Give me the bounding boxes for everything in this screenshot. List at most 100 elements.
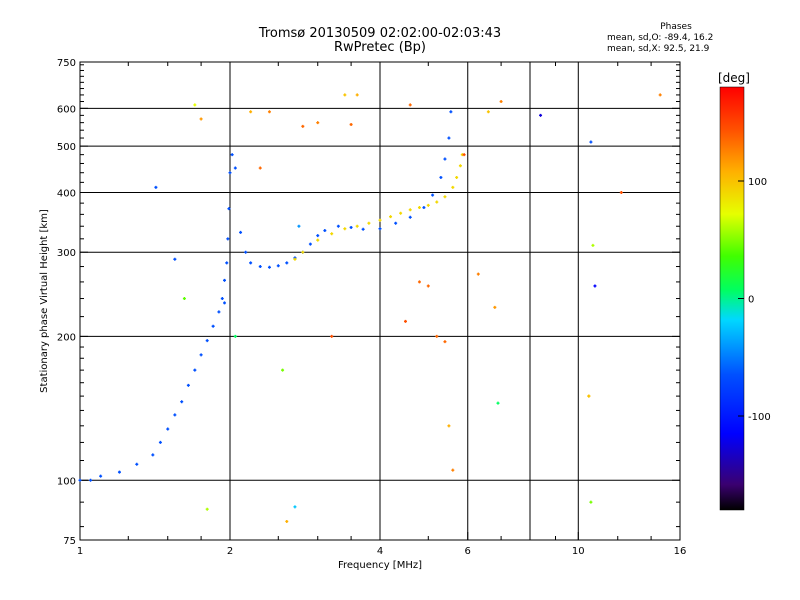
data-point bbox=[316, 121, 320, 125]
data-point bbox=[426, 203, 430, 207]
data-point bbox=[355, 93, 359, 97]
data-point bbox=[99, 474, 103, 478]
data-point bbox=[186, 383, 190, 387]
data-point bbox=[258, 265, 262, 269]
data-point bbox=[447, 424, 451, 428]
data-point bbox=[408, 208, 412, 212]
y-tick-label: 750 bbox=[57, 58, 76, 69]
data-point bbox=[297, 224, 301, 228]
data-point bbox=[417, 280, 421, 284]
data-point bbox=[228, 171, 232, 175]
data-point bbox=[154, 185, 158, 189]
phases-o-mode-stats: mean, sd,O: -89.4, 16.2 bbox=[607, 33, 714, 43]
data-point bbox=[158, 440, 162, 444]
phases-x-mode-stats: mean, sd,X: 92.5, 21.9 bbox=[607, 44, 710, 54]
data-point bbox=[230, 153, 234, 157]
data-point bbox=[223, 278, 227, 282]
data-point bbox=[244, 250, 248, 254]
x-tick-label: 16 bbox=[674, 546, 687, 557]
data-point bbox=[135, 462, 139, 466]
data-point bbox=[435, 200, 439, 204]
data-point bbox=[336, 224, 340, 228]
data-point bbox=[285, 519, 289, 523]
x-tick-label: 2 bbox=[227, 546, 233, 557]
y-tick-label: 500 bbox=[57, 142, 76, 153]
data-point bbox=[591, 243, 595, 247]
y-tick-label: 400 bbox=[57, 188, 76, 199]
data-point bbox=[499, 100, 503, 104]
y-tick-label: 100 bbox=[57, 476, 76, 487]
data-point bbox=[658, 93, 662, 97]
data-point bbox=[182, 297, 186, 301]
data-point bbox=[417, 206, 421, 210]
data-point bbox=[378, 227, 382, 231]
data-point bbox=[220, 297, 224, 301]
data-point bbox=[225, 261, 229, 265]
data-point bbox=[193, 103, 197, 107]
data-point bbox=[422, 206, 426, 210]
data-point bbox=[211, 324, 215, 328]
data-point bbox=[431, 193, 435, 197]
data-point bbox=[276, 264, 280, 268]
data-point bbox=[226, 237, 230, 241]
data-point bbox=[443, 195, 447, 199]
x-tick-label: 6 bbox=[465, 546, 471, 557]
data-point bbox=[89, 478, 93, 482]
data-point bbox=[217, 310, 221, 314]
data-point bbox=[330, 232, 334, 236]
data-point bbox=[486, 110, 490, 114]
y-tick-label: 600 bbox=[57, 104, 76, 115]
data-point bbox=[496, 401, 500, 405]
data-point bbox=[443, 157, 447, 161]
data-point bbox=[619, 190, 623, 194]
data-point bbox=[587, 394, 591, 398]
data-point bbox=[451, 185, 455, 189]
x-tick-label: 10 bbox=[572, 546, 585, 557]
series-x-mode-trace bbox=[293, 153, 464, 261]
series-scattered-echoes bbox=[154, 93, 662, 523]
data-point bbox=[389, 215, 393, 219]
data-point bbox=[301, 250, 305, 254]
data-point bbox=[443, 340, 447, 344]
data-point bbox=[308, 242, 312, 246]
y-axis-label: Stationary phase Virtual Height [km] bbox=[39, 209, 50, 393]
colorbar-label: [deg] bbox=[718, 71, 750, 85]
chart-title: Tromsø 20130509 02:02:00-02:03:43 bbox=[258, 26, 502, 41]
data-point bbox=[78, 478, 82, 482]
data-point bbox=[493, 305, 497, 309]
data-point bbox=[455, 175, 459, 179]
series-o-mode-trace bbox=[78, 110, 453, 482]
data-point bbox=[193, 368, 197, 372]
y-tick-label: 300 bbox=[57, 248, 76, 259]
data-point bbox=[426, 284, 430, 288]
data-point bbox=[281, 368, 285, 372]
data-point bbox=[173, 257, 177, 261]
data-point bbox=[323, 229, 327, 233]
data-point bbox=[439, 175, 443, 179]
data-point bbox=[330, 334, 334, 338]
data-point bbox=[355, 224, 359, 228]
data-point bbox=[258, 166, 262, 170]
data-point bbox=[227, 207, 231, 211]
colorbar-ticks: 100 0 -100 bbox=[738, 177, 771, 423]
data-point bbox=[394, 221, 398, 225]
data-point bbox=[349, 225, 353, 229]
data-point bbox=[589, 140, 593, 144]
data-point bbox=[173, 413, 177, 417]
y-tick-label: 75 bbox=[63, 536, 76, 547]
data-point bbox=[462, 153, 466, 157]
colorbar-tick-label: 100 bbox=[748, 177, 767, 188]
x-tick-label: 1 bbox=[77, 546, 83, 557]
data-point bbox=[199, 353, 203, 357]
data-point bbox=[316, 238, 320, 242]
data-point bbox=[476, 272, 480, 276]
data-point bbox=[199, 117, 203, 121]
data-point bbox=[249, 261, 253, 265]
data-point bbox=[233, 334, 237, 338]
phases-stats-box: Phases mean, sd,O: -89.4, 16.2 mean, sd,… bbox=[607, 22, 725, 55]
data-point bbox=[589, 500, 593, 504]
data-point bbox=[361, 227, 365, 231]
colorbar: [deg] 100 0 -100 bbox=[718, 71, 771, 511]
data-point bbox=[316, 234, 320, 238]
